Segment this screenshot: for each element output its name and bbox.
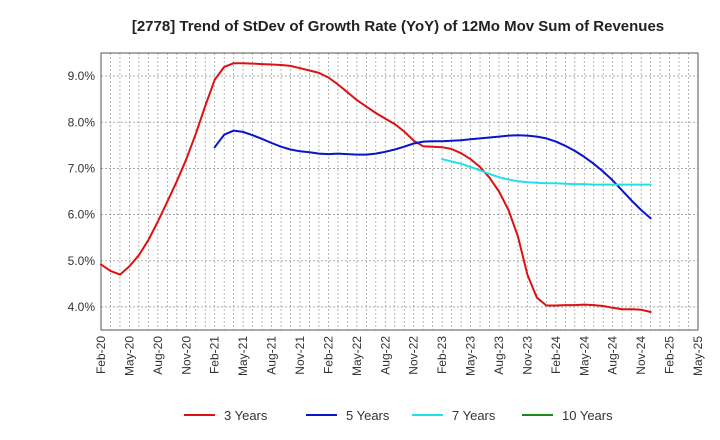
y-tick-label: 4.0% [68, 300, 96, 314]
legend-label: 3 Years [224, 408, 268, 423]
x-tick-label: Feb-21 [208, 336, 222, 374]
series-line-5-years [213, 129, 652, 220]
x-tick-label: May-25 [691, 336, 705, 376]
x-tick-label: Aug-20 [151, 336, 165, 375]
y-tick-label: 5.0% [68, 254, 96, 268]
x-tick-label: Feb-23 [435, 336, 449, 374]
y-tick-label: 7.0% [68, 161, 96, 175]
x-tick-label: Nov-21 [293, 336, 307, 375]
legend-label: 10 Years [562, 408, 613, 423]
x-tick-label: Aug-24 [606, 336, 620, 375]
y-tick-label: 8.0% [68, 115, 96, 129]
x-tick-label: Nov-22 [407, 336, 421, 375]
legend-label: 5 Years [346, 408, 390, 423]
x-tick-label: Nov-24 [634, 336, 648, 375]
x-tick-label: Feb-25 [663, 336, 677, 374]
chart-title: [2778] Trend of StDev of Growth Rate (Yo… [132, 18, 664, 35]
x-tick-label: May-24 [577, 336, 591, 376]
x-tick-label: Aug-21 [265, 336, 279, 375]
y-tick-label: 9.0% [68, 69, 96, 83]
legend-label: 7 Years [452, 408, 496, 423]
x-tick-label: Feb-22 [321, 336, 335, 374]
plot-frame [100, 52, 699, 331]
x-tick-label: Nov-23 [520, 336, 534, 375]
series-line-3-years [100, 62, 652, 313]
x-tick-label: May-22 [350, 336, 364, 376]
x-tick-label: May-20 [122, 336, 136, 376]
x-tick-label: May-21 [236, 336, 250, 376]
y-tick-label: 6.0% [68, 208, 96, 222]
x-tick-label: Aug-22 [378, 336, 392, 375]
x-tick-label: Nov-20 [179, 336, 193, 375]
series-line-7-years [441, 158, 652, 186]
x-tick-label: May-23 [464, 336, 478, 376]
x-tick-label: Aug-23 [492, 336, 506, 375]
x-tick-label: Feb-24 [549, 336, 563, 374]
x-tick-label: Feb-20 [94, 336, 108, 374]
